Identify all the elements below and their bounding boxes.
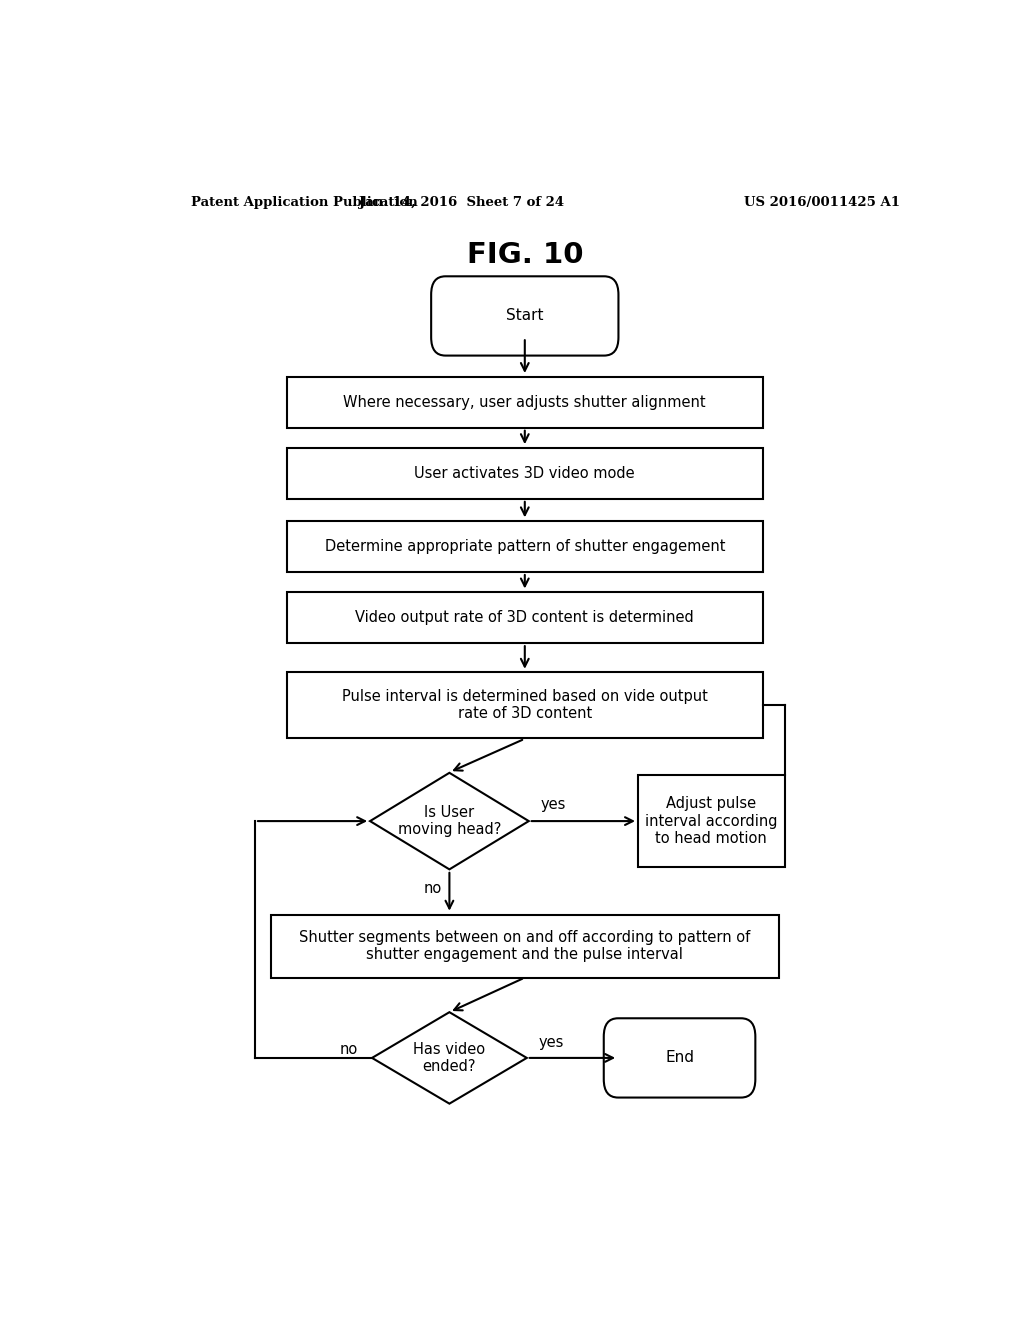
Text: no: no	[340, 1043, 358, 1057]
Text: Is User
moving head?: Is User moving head?	[397, 805, 501, 837]
Bar	[287, 593, 763, 643]
Bar	[287, 447, 763, 499]
Text: Start: Start	[506, 309, 544, 323]
Text: Pulse interval is determined based on vide output
rate of 3D content: Pulse interval is determined based on vi…	[342, 689, 708, 722]
Text: Determine appropriate pattern of shutter engagement: Determine appropriate pattern of shutter…	[325, 539, 725, 554]
Bar	[287, 378, 763, 428]
Text: Patent Application Publication: Patent Application Publication	[191, 195, 418, 209]
Text: End: End	[665, 1051, 694, 1065]
Text: no: no	[423, 880, 441, 896]
FancyBboxPatch shape	[431, 276, 618, 355]
Text: US 2016/0011425 A1: US 2016/0011425 A1	[744, 195, 900, 209]
Bar	[638, 775, 784, 867]
Bar	[287, 521, 763, 572]
Text: Video output rate of 3D content is determined: Video output rate of 3D content is deter…	[355, 610, 694, 626]
FancyBboxPatch shape	[604, 1018, 756, 1097]
Text: FIG. 10: FIG. 10	[467, 242, 583, 269]
Text: Shutter segments between on and off according to pattern of
shutter engagement a: Shutter segments between on and off acco…	[299, 929, 751, 962]
Text: Adjust pulse
interval according
to head motion: Adjust pulse interval according to head …	[645, 796, 777, 846]
Text: yes: yes	[541, 797, 566, 812]
Bar	[287, 672, 763, 738]
Polygon shape	[372, 1012, 526, 1104]
Text: User activates 3D video mode: User activates 3D video mode	[415, 466, 635, 480]
Polygon shape	[370, 772, 528, 870]
Text: yes: yes	[539, 1035, 564, 1049]
Bar	[270, 915, 779, 978]
Text: Where necessary, user adjusts shutter alignment: Where necessary, user adjusts shutter al…	[343, 395, 707, 409]
Text: Has video
ended?: Has video ended?	[414, 1041, 485, 1074]
Text: Jan. 14, 2016  Sheet 7 of 24: Jan. 14, 2016 Sheet 7 of 24	[358, 195, 564, 209]
